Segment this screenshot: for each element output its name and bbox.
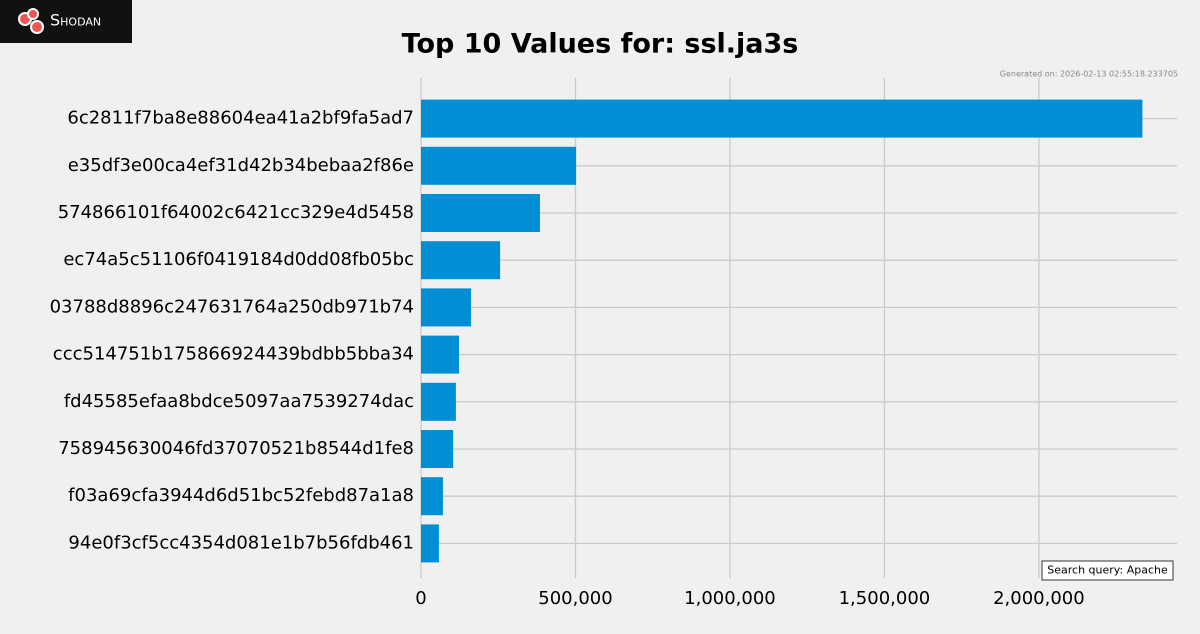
- y-tick-label: 758945630046fd37070521b8544d1fe8: [58, 438, 414, 459]
- chart-title: Top 10 Values for: ssl.ja3s: [402, 29, 799, 60]
- y-tick-label: 94e0f3cf5cc4354d081e1b7b56fdb461: [68, 532, 414, 553]
- plot: 0 500,000 1,000,000 1,500,000 2,000,000 6c281…: [50, 78, 1177, 609]
- bar: [421, 477, 443, 516]
- bar: [421, 241, 501, 280]
- y-tick-label: f03a69cfa3944d6d51bc52febd87a1a8: [68, 485, 414, 506]
- logo-icon: [18, 8, 44, 34]
- x-tick-label: 0: [415, 588, 426, 609]
- query-box: [1041, 560, 1174, 581]
- bar: [421, 146, 577, 185]
- bar: [421, 382, 456, 421]
- bar: [421, 194, 540, 232]
- x-tick-label: 500,000: [538, 588, 612, 609]
- bar: [421, 288, 472, 327]
- x-tick-label: 1,000,000: [684, 588, 776, 609]
- generated-note: Generated on: 2026-02-13 02:55:18.233705: [1000, 70, 1178, 79]
- y-tick-label: ec74a5c51106f0419184d0dd08fb05bc: [63, 249, 414, 270]
- x-tick-label: 2,000,000: [993, 588, 1085, 609]
- bar: [421, 99, 1143, 138]
- x-tick-label: 1,500,000: [839, 588, 931, 609]
- bar: [421, 335, 460, 374]
- bar: [421, 430, 454, 468]
- bar: [421, 524, 439, 563]
- y-tick-label: fd45585efaa8bdce5097aa7539274dac: [64, 391, 414, 412]
- y-tick-label: 574866101f64002c6421cc329e4d5458: [58, 202, 414, 223]
- y-tick-label: 6c2811f7ba8e88604ea41a2bf9fa5ad7: [67, 108, 414, 129]
- logo-text: Shodan: [50, 11, 101, 30]
- y-tick-label: 03788d8896c247631764a250db971b74: [50, 296, 414, 317]
- query-note: Search query: Apache: [1047, 564, 1168, 577]
- y-tick-label: e35df3e00ca4ef31d42b34bebaa2f86e: [68, 155, 414, 176]
- y-tick-label: ccc514751b175866924439bdbb5bba34: [53, 344, 414, 365]
